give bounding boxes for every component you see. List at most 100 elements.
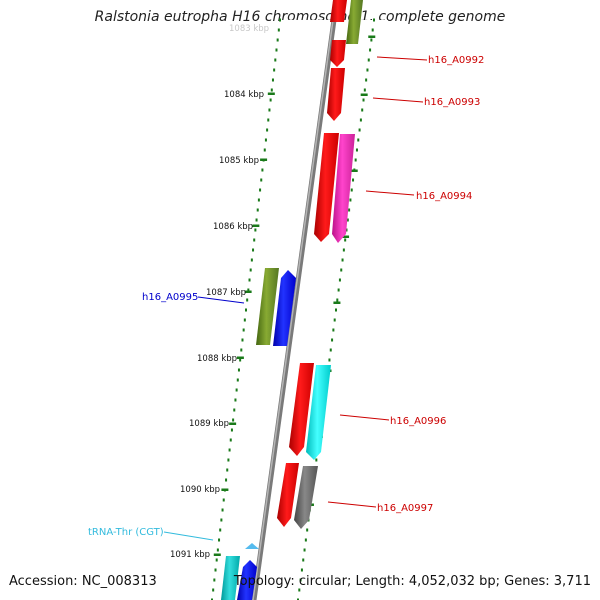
- minor-tick: [212, 588, 215, 592]
- minor-tick: [215, 558, 218, 562]
- minor-tick: [352, 178, 355, 182]
- minor-tick: [361, 108, 364, 112]
- gene-h16-A0995[interactable]: [256, 268, 296, 346]
- leader-line: [197, 296, 245, 304]
- minor-tick: [348, 208, 351, 212]
- minor-tick: [261, 168, 264, 172]
- minor-tick: [303, 548, 306, 552]
- minor-tick: [241, 338, 244, 342]
- scale-label: 1087 kbp: [206, 288, 246, 298]
- minor-tick: [336, 298, 339, 302]
- minor-tick: [222, 498, 225, 502]
- genome-summary-text: Topology: circular; Length: 4,052,032 bp…: [233, 574, 591, 589]
- minor-tick: [250, 258, 253, 262]
- gene-trna-thr[interactable]: [221, 543, 259, 600]
- minor-tick: [259, 188, 262, 192]
- minor-tick: [335, 308, 337, 312]
- minor-tick: [247, 288, 250, 292]
- minor-tick: [328, 358, 331, 362]
- minor-tick: [211, 598, 213, 600]
- minor-tick: [355, 148, 358, 152]
- minor-tick: [365, 78, 368, 82]
- minor-tick: [226, 468, 229, 472]
- scale-label: 1089 kbp: [189, 419, 229, 429]
- gene-arrow-h16-a0992a: [330, 0, 347, 22]
- minor-tick: [225, 478, 228, 482]
- gene-h16-A0993[interactable]: [327, 68, 345, 121]
- scale-label: 1090 kbp: [180, 485, 220, 495]
- gene-h16-A0994[interactable]: [314, 133, 355, 243]
- minor-tick: [338, 278, 341, 282]
- minor-tick: [329, 348, 332, 352]
- minor-tick: [362, 98, 365, 102]
- gene-label-h16-a0994[interactable]: h16_A0994: [416, 191, 472, 202]
- minor-tick: [373, 18, 375, 22]
- left-tick-track: [211, 18, 281, 600]
- gene-h16-A0992[interactable]: [330, 0, 363, 67]
- minor-tick: [271, 78, 274, 82]
- label-leaders: [163, 56, 428, 541]
- major-tick: [244, 290, 252, 293]
- leader-line: [365, 190, 415, 196]
- leader-line: [163, 531, 214, 541]
- minor-tick: [266, 128, 269, 132]
- minor-tick: [246, 298, 249, 302]
- minor-tick: [298, 588, 301, 592]
- minor-tick: [315, 458, 318, 462]
- gene-label-h16-a0993[interactable]: h16_A0993: [424, 97, 480, 108]
- gene-label-h16-a0995[interactable]: h16_A0995: [142, 292, 198, 303]
- scale-label: 1084 kbp: [224, 90, 264, 100]
- major-tick: [342, 235, 350, 238]
- cog-bar-cyan: [306, 365, 331, 460]
- minor-tick: [218, 538, 221, 542]
- minor-tick: [350, 188, 353, 192]
- scale-labels: 1083 kbp 1084 kbp 1085 kbp 1086 kbp 1087…: [170, 24, 269, 560]
- trna-bar-teal: [221, 556, 240, 600]
- minor-tick: [240, 348, 243, 352]
- major-tick: [236, 356, 244, 359]
- leader-line: [327, 501, 377, 508]
- minor-tick: [270, 88, 273, 92]
- minor-tick: [236, 378, 239, 382]
- minor-tick: [229, 438, 232, 442]
- chromosome-backbone: [251, 19, 337, 600]
- minor-tick: [267, 118, 270, 122]
- minor-tick: [273, 68, 276, 72]
- minor-tick: [232, 418, 235, 422]
- scale-label-top: 1083 kbp: [229, 24, 269, 34]
- backbone-highlight: [252, 19, 334, 600]
- minor-tick: [264, 138, 267, 142]
- major-tick: [213, 553, 221, 556]
- minor-tick: [253, 238, 256, 242]
- minor-tick: [345, 228, 348, 232]
- minor-tick: [237, 368, 240, 372]
- gene-h16-A0997[interactable]: [277, 463, 318, 529]
- major-tick: [267, 92, 275, 95]
- gene-label-h16-a0992[interactable]: h16_A0992: [428, 55, 484, 66]
- minor-tick: [274, 58, 277, 62]
- minor-tick: [337, 288, 340, 292]
- gene-label-h16-a0997[interactable]: h16_A0997: [377, 503, 433, 514]
- scale-label: 1086 kbp: [213, 222, 253, 232]
- minor-tick: [369, 48, 372, 52]
- minor-tick: [306, 528, 309, 532]
- gene-label-h16-a0996[interactable]: h16_A0996: [390, 416, 446, 427]
- minor-tick: [216, 548, 219, 552]
- minor-tick: [243, 318, 246, 322]
- minor-tick: [252, 248, 255, 252]
- minor-tick: [256, 208, 259, 212]
- trna-marker: [245, 543, 259, 549]
- cog-bar-olive: [256, 268, 279, 345]
- minor-tick: [302, 558, 305, 562]
- minor-tick: [340, 268, 343, 272]
- minor-tick: [370, 38, 373, 42]
- gene-h16-A0996[interactable]: [289, 363, 331, 460]
- cog-bar-pink: [332, 134, 355, 243]
- major-tick: [260, 158, 268, 161]
- major-tick: [229, 422, 237, 425]
- minor-tick: [214, 568, 217, 572]
- minor-tick: [354, 158, 357, 162]
- gene-label-trna-thr[interactable]: tRNA-Thr (CGT): [88, 527, 164, 538]
- scale-label: 1085 kbp: [219, 156, 259, 166]
